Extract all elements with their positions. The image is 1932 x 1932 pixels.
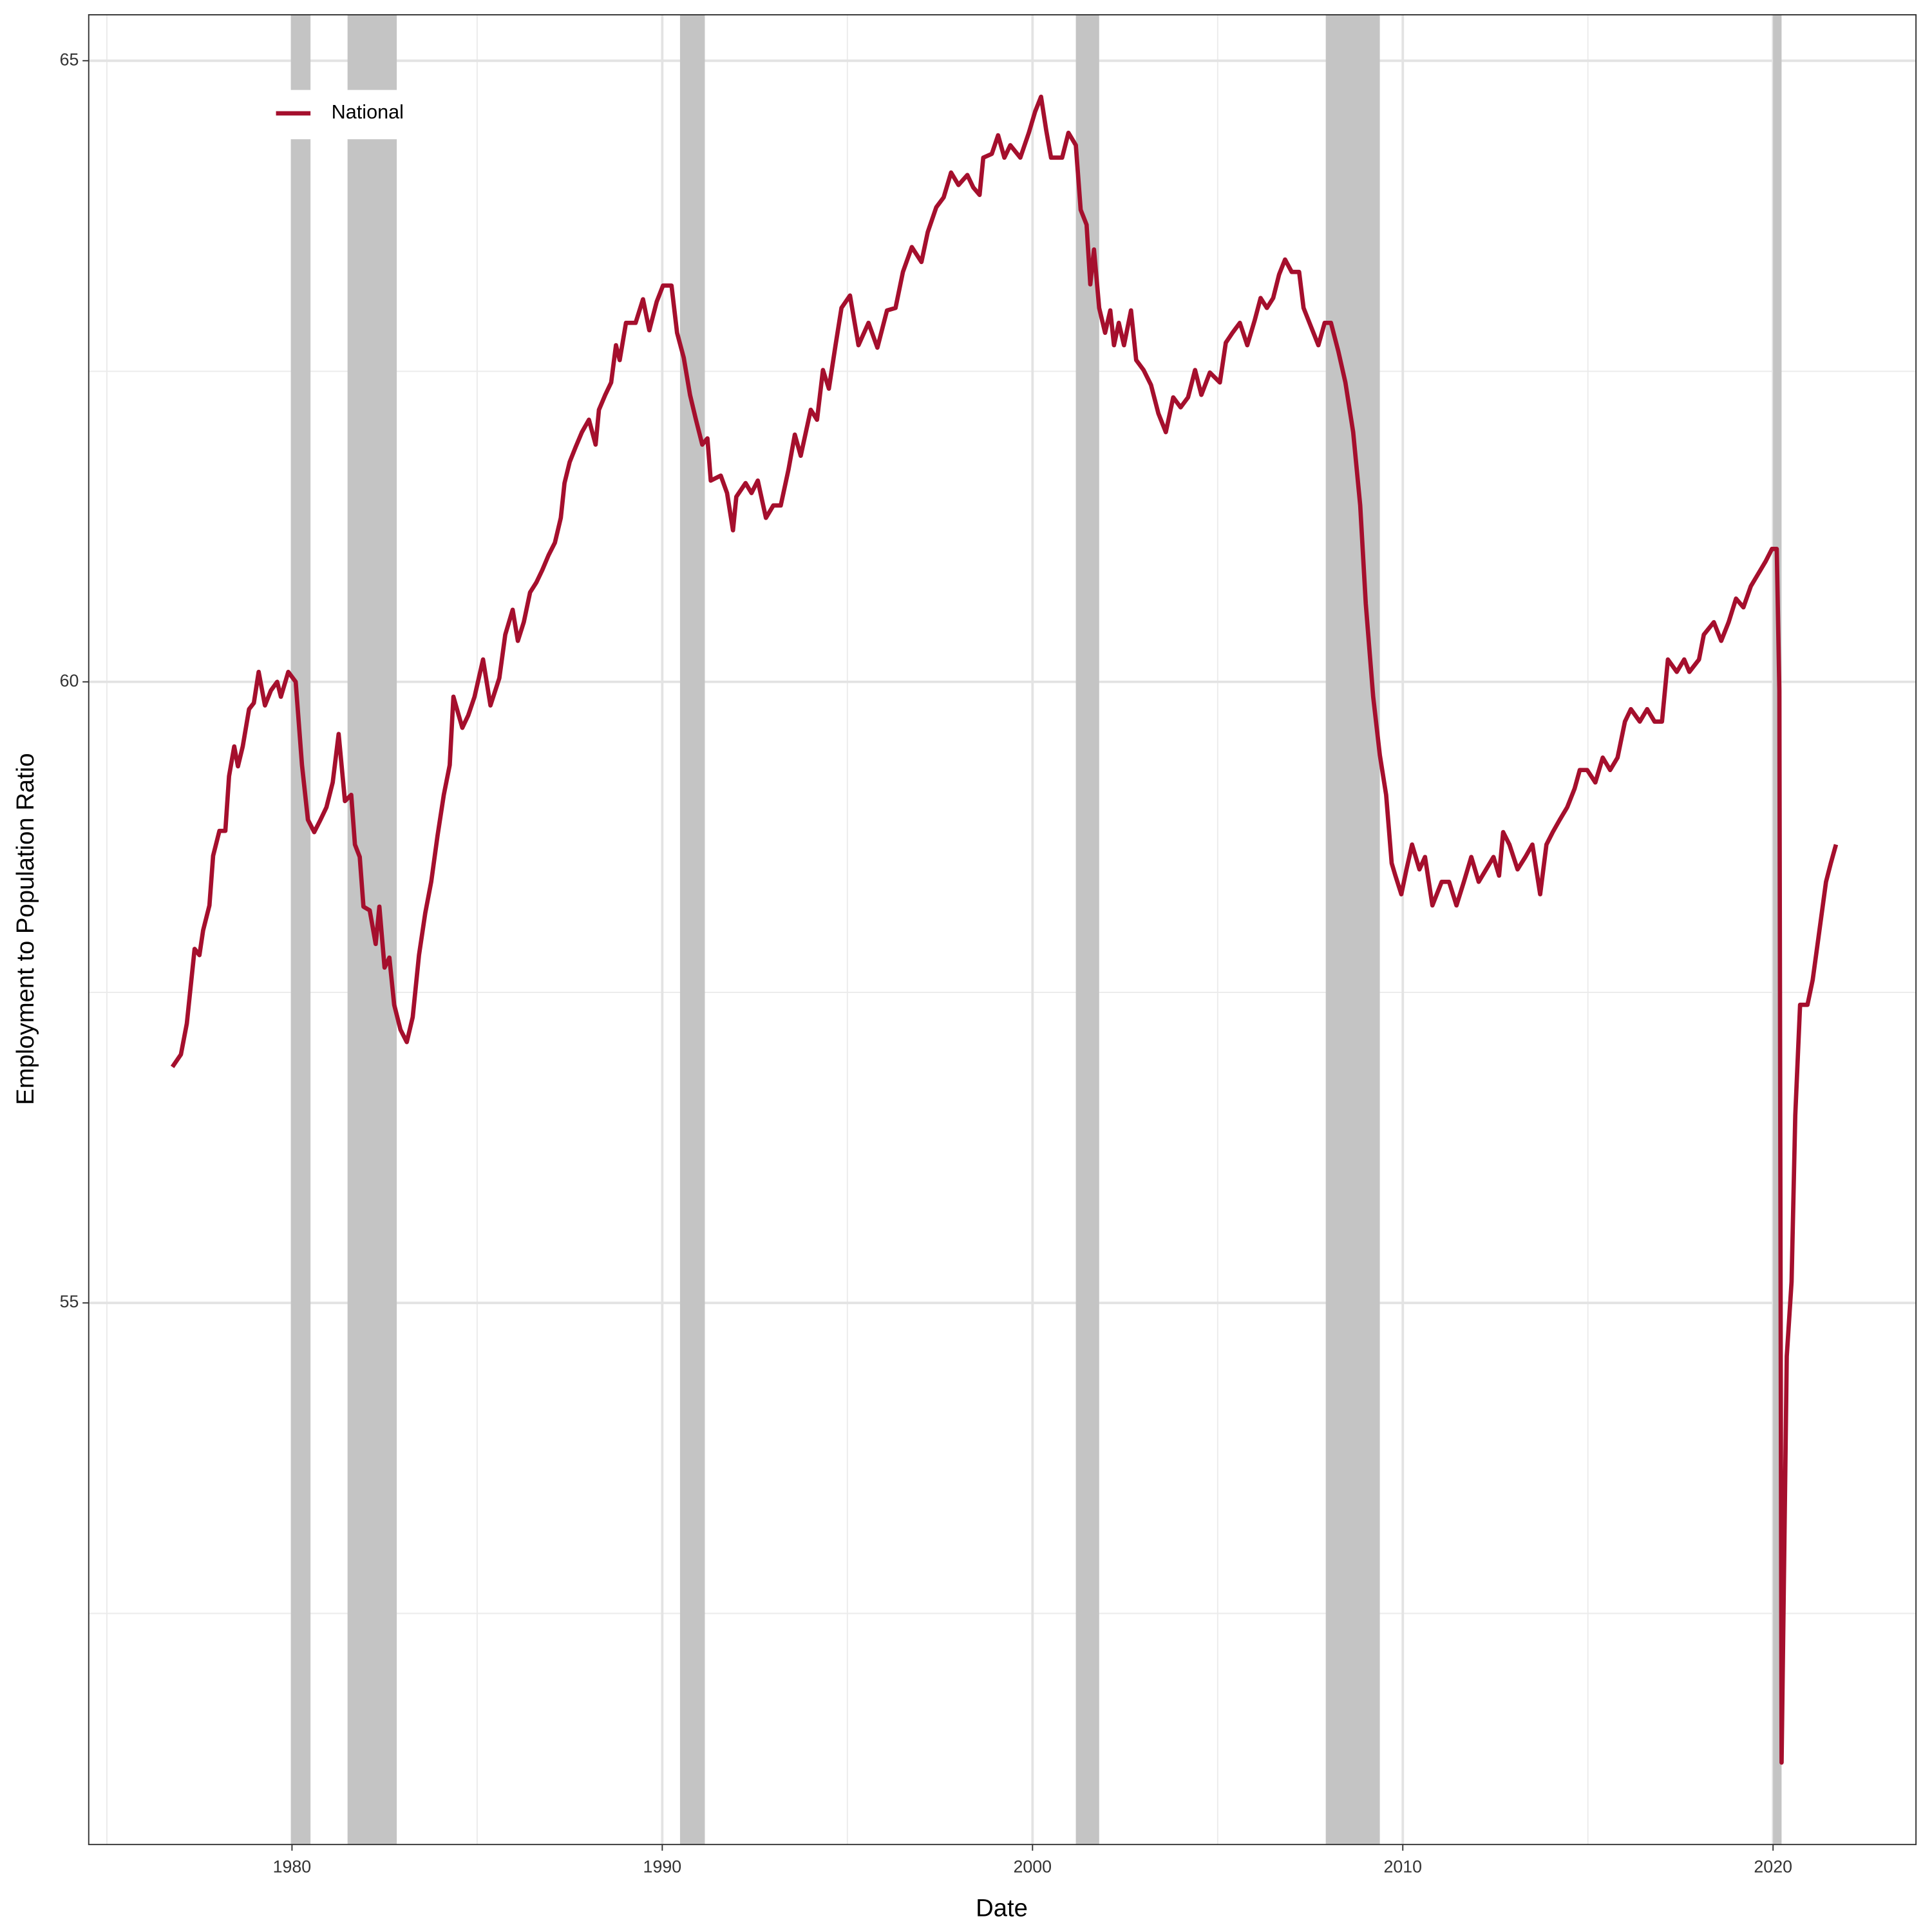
shade-layer [290,14,1782,1845]
x-tick-label: 2020 [1754,1857,1792,1877]
x-tick-label: 2000 [1014,1857,1052,1877]
y-tick-label: 65 [60,50,79,69]
x-tick-label: 1990 [643,1857,682,1877]
axis-layer: 1980 1990 2000 2010 2020 55 60 65 [60,50,1792,1876]
recession-band [1075,14,1099,1845]
y-axis-title: Employment to Population Ratio [12,753,39,1104]
y-tick-label: 55 [60,1292,79,1311]
panel-border [88,14,1917,1846]
recession-band [1325,14,1380,1845]
x-axis-title: Date [976,1895,1028,1922]
legend: National [261,90,434,140]
x-tick-label: 2010 [1383,1857,1422,1877]
line-layer [170,94,1839,1765]
recession-band [679,14,705,1845]
x-tick-label: 1980 [273,1857,312,1877]
legend-label: National [332,101,404,123]
recession-band [290,14,311,1845]
data-line [170,94,1839,1765]
y-tick-label: 60 [60,671,79,690]
